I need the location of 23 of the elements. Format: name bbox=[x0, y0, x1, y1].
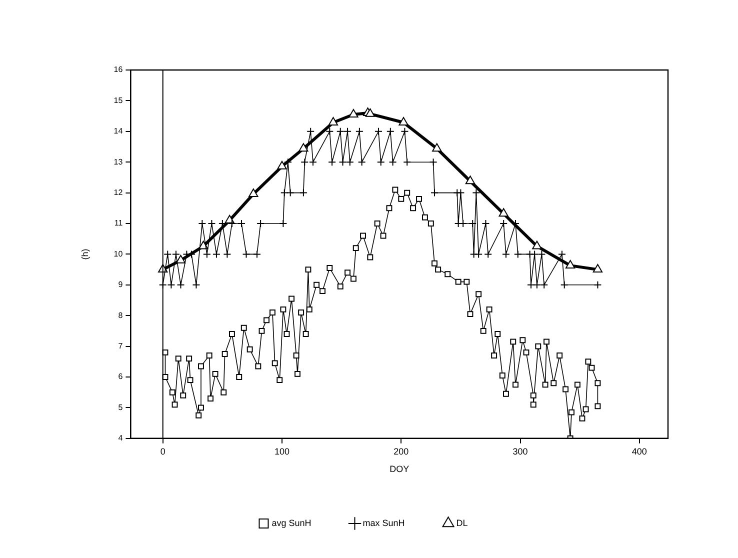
y-tick-label: 13 bbox=[114, 157, 124, 166]
y-axis-title: (h) bbox=[80, 248, 90, 260]
legend-label: max SunH bbox=[362, 518, 405, 528]
y-tick-label: 12 bbox=[114, 188, 124, 198]
y-tick-label: 14 bbox=[114, 126, 124, 136]
y-tick-label: 9 bbox=[118, 280, 124, 290]
y-tick-label: 4 bbox=[118, 434, 124, 443]
y-tick-label: 15 bbox=[114, 96, 124, 105]
x-tick-label: 300 bbox=[512, 446, 528, 456]
x-tick-label: 100 bbox=[274, 446, 290, 456]
legend-label: avg SunH bbox=[272, 518, 312, 528]
x-tick-label: 0 bbox=[160, 446, 166, 456]
y-tick-label: 8 bbox=[118, 310, 124, 320]
x-tick-label: 200 bbox=[394, 446, 409, 456]
y-tick-label: 11 bbox=[114, 218, 124, 228]
y-tick-label: 16 bbox=[114, 65, 124, 74]
y-tick-label: 10 bbox=[114, 249, 124, 258]
y-tick-label: 7 bbox=[118, 342, 124, 351]
x-tick-label: 400 bbox=[632, 446, 647, 456]
x-axis-title: DOY bbox=[390, 464, 410, 474]
legend-label: DL bbox=[456, 518, 468, 528]
y-tick-label: 5 bbox=[118, 402, 124, 412]
y-tick-label: 6 bbox=[118, 372, 124, 382]
